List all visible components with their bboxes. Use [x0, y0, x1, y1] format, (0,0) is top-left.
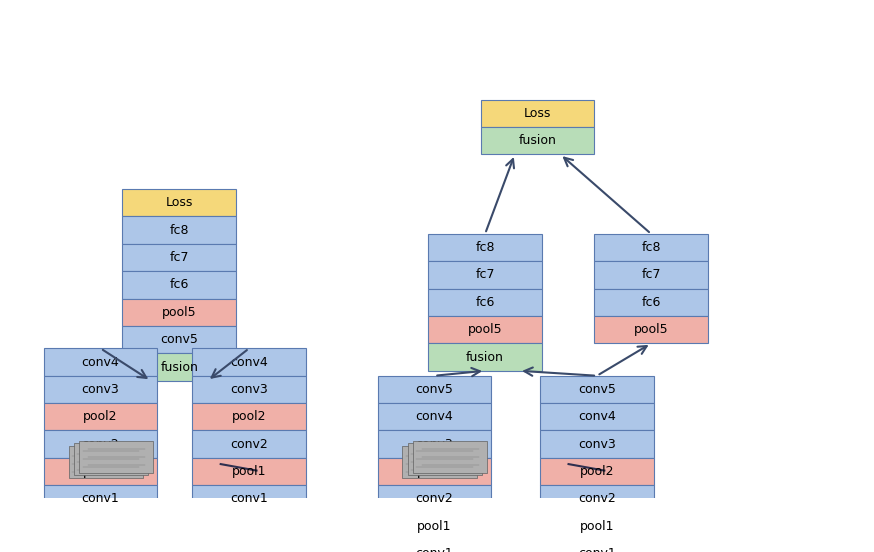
FancyBboxPatch shape — [540, 376, 654, 403]
Text: conv2: conv2 — [578, 492, 616, 506]
Text: conv2: conv2 — [230, 438, 268, 450]
Text: conv3: conv3 — [578, 438, 616, 450]
Text: conv3: conv3 — [81, 383, 120, 396]
Text: conv3: conv3 — [415, 438, 454, 450]
Text: conv1: conv1 — [81, 492, 120, 506]
FancyBboxPatch shape — [428, 234, 542, 261]
FancyBboxPatch shape — [80, 440, 154, 473]
Text: conv4: conv4 — [81, 355, 120, 369]
FancyBboxPatch shape — [378, 485, 491, 513]
Text: pool5: pool5 — [468, 323, 503, 336]
FancyBboxPatch shape — [69, 445, 143, 478]
Text: pool2: pool2 — [232, 410, 267, 423]
FancyBboxPatch shape — [122, 216, 236, 244]
FancyBboxPatch shape — [594, 289, 708, 316]
FancyBboxPatch shape — [122, 299, 236, 326]
Text: fc8: fc8 — [475, 241, 495, 254]
FancyBboxPatch shape — [413, 440, 488, 473]
FancyBboxPatch shape — [481, 99, 594, 127]
FancyBboxPatch shape — [212, 448, 286, 480]
FancyBboxPatch shape — [192, 485, 306, 513]
FancyBboxPatch shape — [428, 316, 542, 343]
FancyBboxPatch shape — [428, 289, 542, 316]
Text: fusion: fusion — [160, 360, 198, 374]
FancyBboxPatch shape — [192, 458, 306, 485]
Text: fc7: fc7 — [475, 268, 495, 282]
FancyBboxPatch shape — [407, 443, 482, 475]
FancyBboxPatch shape — [122, 244, 236, 271]
Text: fc6: fc6 — [475, 296, 495, 309]
FancyBboxPatch shape — [378, 431, 491, 458]
FancyBboxPatch shape — [594, 234, 708, 261]
Text: fc7: fc7 — [170, 251, 189, 264]
FancyBboxPatch shape — [540, 540, 654, 552]
FancyBboxPatch shape — [44, 458, 157, 485]
Text: conv4: conv4 — [415, 410, 454, 423]
FancyBboxPatch shape — [44, 403, 157, 431]
FancyBboxPatch shape — [192, 376, 306, 403]
FancyBboxPatch shape — [428, 261, 542, 289]
Text: fc8: fc8 — [642, 241, 661, 254]
Text: pool5: pool5 — [634, 323, 669, 336]
FancyBboxPatch shape — [44, 431, 157, 458]
FancyBboxPatch shape — [540, 431, 654, 458]
Text: pool1: pool1 — [417, 520, 452, 533]
Text: fc6: fc6 — [170, 278, 189, 291]
Text: Loss: Loss — [165, 197, 193, 209]
Text: conv2: conv2 — [81, 438, 120, 450]
FancyBboxPatch shape — [64, 448, 138, 480]
Text: conv2: conv2 — [415, 492, 454, 506]
FancyBboxPatch shape — [192, 431, 306, 458]
Text: pool2: pool2 — [83, 410, 118, 423]
Text: pool1: pool1 — [232, 465, 267, 478]
FancyBboxPatch shape — [378, 376, 491, 403]
FancyBboxPatch shape — [540, 485, 654, 513]
Text: fc8: fc8 — [170, 224, 189, 237]
FancyBboxPatch shape — [192, 348, 306, 376]
FancyBboxPatch shape — [481, 127, 594, 154]
Text: pool2: pool2 — [417, 465, 452, 478]
Text: fusion: fusion — [518, 134, 557, 147]
FancyBboxPatch shape — [44, 348, 157, 376]
Text: pool1: pool1 — [579, 520, 614, 533]
FancyBboxPatch shape — [540, 403, 654, 431]
FancyBboxPatch shape — [378, 540, 491, 552]
Text: fusion: fusion — [466, 351, 504, 364]
Text: pool2: pool2 — [579, 465, 614, 478]
Text: conv1: conv1 — [415, 547, 454, 552]
FancyBboxPatch shape — [122, 353, 236, 381]
Text: fc7: fc7 — [642, 268, 661, 282]
FancyBboxPatch shape — [378, 458, 491, 485]
FancyBboxPatch shape — [540, 513, 654, 540]
FancyBboxPatch shape — [122, 326, 236, 353]
FancyBboxPatch shape — [44, 376, 157, 403]
Text: conv3: conv3 — [230, 383, 268, 396]
FancyBboxPatch shape — [378, 403, 491, 431]
FancyBboxPatch shape — [402, 445, 477, 478]
FancyBboxPatch shape — [397, 448, 472, 480]
FancyBboxPatch shape — [192, 403, 306, 431]
Text: pool1: pool1 — [83, 465, 118, 478]
Text: conv5: conv5 — [415, 383, 454, 396]
FancyBboxPatch shape — [44, 485, 157, 513]
Text: pool5: pool5 — [162, 306, 197, 319]
FancyBboxPatch shape — [378, 513, 491, 540]
FancyBboxPatch shape — [560, 448, 635, 480]
Text: conv4: conv4 — [578, 410, 616, 423]
FancyBboxPatch shape — [122, 271, 236, 299]
FancyBboxPatch shape — [594, 316, 708, 343]
Text: fc6: fc6 — [642, 296, 661, 309]
Text: Loss: Loss — [524, 107, 551, 120]
FancyBboxPatch shape — [540, 458, 654, 485]
FancyBboxPatch shape — [428, 343, 542, 371]
Text: conv5: conv5 — [578, 383, 616, 396]
Text: conv4: conv4 — [230, 355, 268, 369]
Text: conv1: conv1 — [578, 547, 616, 552]
FancyBboxPatch shape — [122, 189, 236, 216]
FancyBboxPatch shape — [73, 443, 149, 475]
Text: conv1: conv1 — [230, 492, 268, 506]
Text: conv5: conv5 — [160, 333, 198, 346]
FancyBboxPatch shape — [594, 261, 708, 289]
